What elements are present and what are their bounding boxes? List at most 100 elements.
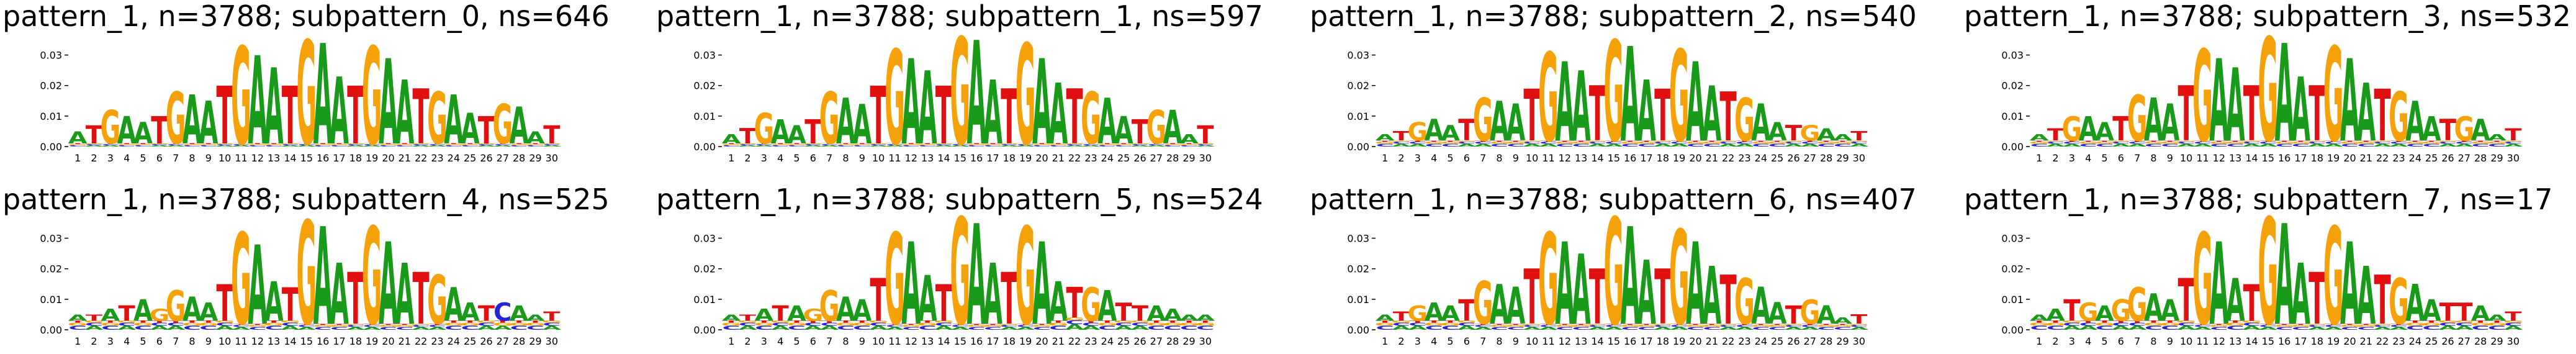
logo-letter-a: A — [117, 325, 137, 332]
logo-letter-a: A — [542, 325, 562, 332]
logo-letter-a: A — [1833, 133, 1852, 143]
logo-letter-c: C — [2504, 322, 2522, 327]
svg-text:A: A — [950, 326, 970, 330]
x-tick-label: 10 — [2180, 152, 2192, 164]
logo-letter-t: T — [804, 320, 822, 323]
svg-text:G: G — [1783, 324, 1804, 325]
svg-text:T: T — [2341, 140, 2359, 142]
svg-text:G: G — [1849, 140, 1869, 142]
svg-text:T: T — [184, 320, 201, 323]
logo-letter-t: T — [1475, 324, 1492, 325]
svg-text:A: A — [1751, 95, 1770, 153]
svg-text:A: A — [2275, 16, 2294, 173]
svg-text:A: A — [2226, 48, 2245, 165]
x-tick-label: 17 — [1640, 152, 1652, 164]
svg-text:C: C — [2455, 322, 2473, 327]
logo-letter-c: C — [2210, 326, 2228, 330]
svg-text:T: T — [1050, 143, 1067, 145]
logo-letter-g: G — [1587, 324, 1608, 325]
logo-letter-c: C — [902, 326, 920, 330]
svg-text:T: T — [445, 143, 462, 145]
svg-text:C: C — [150, 144, 168, 146]
x-tick-label: 3 — [2069, 335, 2075, 347]
svg-text:G: G — [362, 199, 382, 354]
svg-text:G: G — [2470, 142, 2491, 145]
x-tick-label: 30 — [2507, 335, 2520, 347]
svg-text:C: C — [837, 145, 855, 147]
logo-letter-t: T — [2390, 324, 2408, 325]
svg-text:G: G — [2061, 320, 2082, 323]
x-tick-label: 22 — [1722, 152, 1734, 164]
logo-letter-a: A — [787, 121, 806, 150]
logo-letter-c: C — [2423, 143, 2441, 147]
logo-letter-a: A — [967, 196, 986, 354]
logo-letter-t: T — [1540, 140, 1557, 142]
logo-letter-c: C — [1817, 143, 1835, 147]
logo-letter-g: G — [1440, 142, 1461, 145]
svg-text:G: G — [1554, 142, 1575, 145]
logo-letter-t: T — [2112, 320, 2130, 323]
svg-text:T: T — [86, 313, 103, 323]
logo-letter-a: A — [84, 145, 104, 147]
svg-text:T: T — [266, 143, 283, 145]
logo-letter-g: G — [721, 144, 742, 146]
logo-letter-t: T — [1687, 324, 1705, 325]
logo-letter-c: C — [2455, 142, 2473, 145]
svg-text:G: G — [2094, 322, 2115, 327]
svg-text:A: A — [1016, 145, 1035, 147]
logo-letter-t: T — [2374, 75, 2391, 158]
svg-text:T: T — [2374, 75, 2391, 158]
logo-letter-t: T — [2161, 140, 2179, 142]
svg-text:A: A — [1408, 143, 1427, 147]
svg-text:A: A — [918, 50, 937, 167]
logo-letter-c: C — [2308, 325, 2326, 328]
logo-letter-c: C — [919, 145, 937, 147]
logo-letter-t: T — [984, 143, 1002, 145]
svg-text:G: G — [345, 324, 366, 325]
x-tick-label: 20 — [2343, 335, 2356, 347]
svg-text:A: A — [542, 325, 562, 332]
logo-letter-c: C — [1164, 325, 1182, 332]
logo-letter-c: C — [1588, 142, 1606, 145]
x-tick-label: 13 — [1575, 335, 1587, 347]
logo-letter-g: G — [509, 144, 529, 146]
svg-text:G: G — [2159, 322, 2180, 327]
svg-text:T: T — [1654, 255, 1671, 342]
logo-letter-g: G — [1554, 142, 1575, 145]
logo-letter-g: G — [1375, 322, 1395, 327]
logo-letter-a: A — [918, 50, 937, 167]
logo-letter-a: A — [1539, 326, 1558, 330]
x-tick-label: 20 — [382, 152, 394, 164]
svg-text:C: C — [837, 325, 855, 332]
logo-letter-c: C — [1425, 143, 1443, 147]
svg-text:C: C — [183, 325, 201, 332]
svg-text:G: G — [2258, 188, 2278, 354]
svg-text:G: G — [215, 320, 235, 323]
logo-letter-c: C — [167, 144, 185, 146]
logo-letter-g: G — [1652, 140, 1673, 142]
svg-text:G: G — [2209, 142, 2229, 145]
logo-letter-a: A — [1097, 283, 1117, 331]
logo-letter-g: G — [1750, 142, 1771, 145]
x-tick-label: 16 — [970, 152, 983, 164]
svg-text:C: C — [1785, 325, 1803, 328]
svg-text:C: C — [1115, 145, 1133, 147]
logo-letter-a: A — [2209, 37, 2228, 168]
logo-letter-g: G — [1505, 325, 1526, 328]
logo-letter-c: C — [1180, 145, 1198, 147]
svg-text:T: T — [1034, 143, 1051, 145]
logo-letter-t: T — [429, 143, 446, 145]
svg-text:C: C — [1066, 319, 1084, 325]
svg-text:G: G — [2078, 298, 2099, 327]
logo-letter-t: T — [347, 71, 364, 163]
x-tick-label: 16 — [317, 152, 329, 164]
logo-letter-t: T — [919, 320, 937, 323]
svg-text:C: C — [248, 326, 266, 330]
svg-text:G: G — [296, 192, 317, 354]
y-tick-label: 0.03 — [1347, 50, 1369, 61]
logo-letter-c: C — [772, 322, 790, 327]
logo-letter-t: T — [1197, 121, 1214, 150]
x-tick-label: 26 — [1133, 152, 1146, 164]
svg-text:T: T — [821, 320, 839, 323]
svg-text:A: A — [1048, 271, 1068, 334]
